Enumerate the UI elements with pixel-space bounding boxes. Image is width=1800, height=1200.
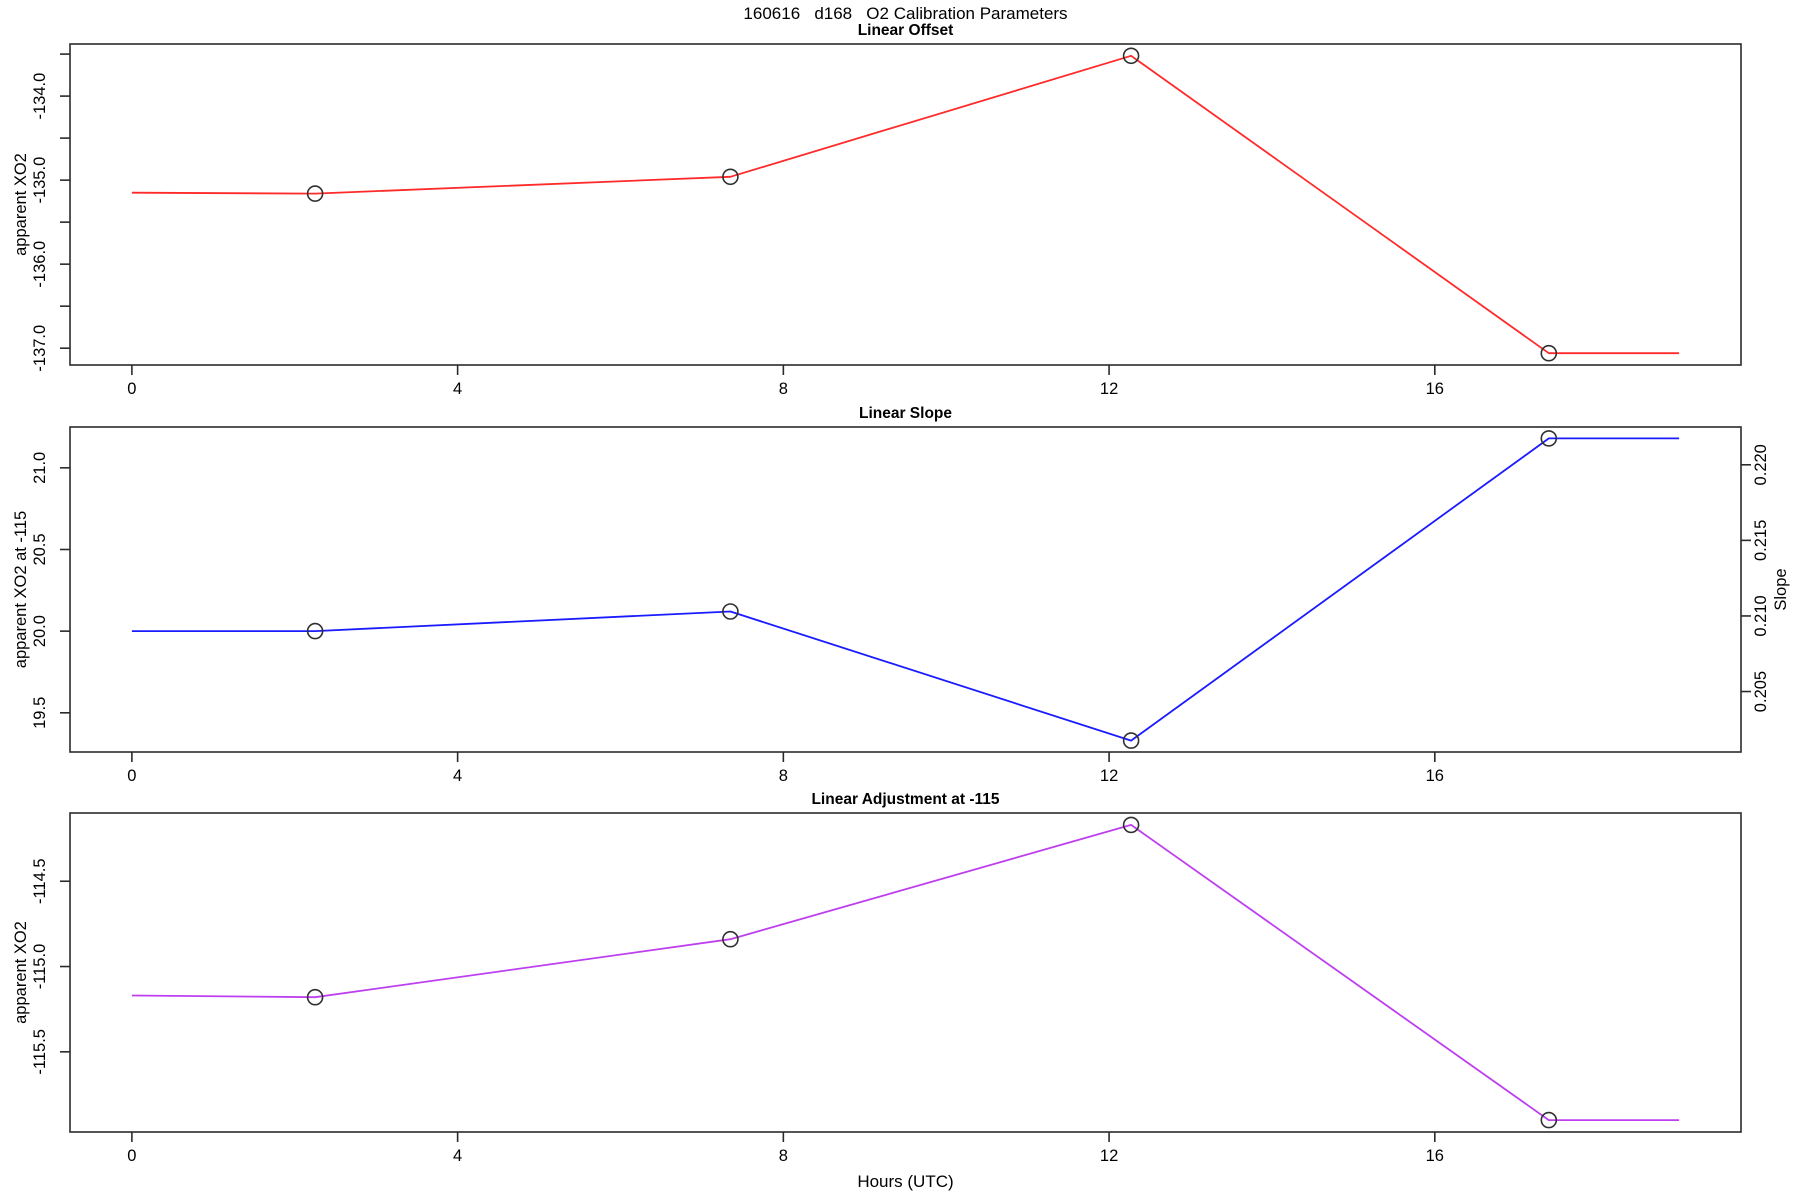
data-point-marker <box>722 603 739 620</box>
data-line <box>131 437 1680 742</box>
y-tick-label: 20.0 <box>31 615 49 647</box>
y-tick-label: 21.0 <box>31 452 49 484</box>
data-point-marker <box>722 930 739 948</box>
plot-box <box>69 426 1742 753</box>
x-tick-label: 4 <box>453 380 462 398</box>
right-y-tick-label: 0.220 <box>1752 444 1770 485</box>
right-y-tick-label: 0.215 <box>1752 520 1770 561</box>
data-point-marker <box>306 622 324 640</box>
x-tick-label: 16 <box>1426 767 1444 785</box>
x-tick-label: 8 <box>779 767 788 785</box>
y-tick-label: -115.0 <box>31 944 49 990</box>
y-axis-title: apparent XO2 <box>12 153 30 256</box>
y-tick-label: 20.5 <box>31 533 49 565</box>
x-tick-label: 4 <box>453 767 462 785</box>
right-axis-title: Slope <box>1772 568 1790 610</box>
y-axis-title: apparent XO2 <box>12 921 30 1024</box>
panel-title: Linear Adjustment at -115 <box>811 791 999 808</box>
data-point-marker <box>306 988 324 1006</box>
x-axis-title: Hours (UTC) <box>857 1172 954 1191</box>
x-tick-label: 12 <box>1100 767 1118 785</box>
data-line <box>131 824 1680 1121</box>
panel-title: Linear Slope <box>859 405 952 422</box>
y-axis-title: apparent XO2 at -115 <box>12 511 30 668</box>
data-point-marker <box>722 168 739 186</box>
x-tick-label: 12 <box>1100 380 1118 398</box>
x-tick-label: 0 <box>127 380 136 398</box>
x-tick-label: 12 <box>1100 1147 1118 1165</box>
x-tick-label: 8 <box>779 1147 788 1165</box>
plot-box <box>69 812 1742 1133</box>
right-y-tick-label: 0.205 <box>1752 671 1770 712</box>
x-tick-label: 16 <box>1426 1147 1444 1165</box>
x-tick-label: 16 <box>1426 380 1444 398</box>
x-tick-label: 0 <box>127 767 136 785</box>
x-tick-label: 8 <box>779 380 788 398</box>
y-tick-label: -134.0 <box>31 73 49 120</box>
data-point-marker <box>1122 816 1140 834</box>
right-y-tick-label: 0.210 <box>1752 595 1770 636</box>
y-tick-label: -135.0 <box>31 157 49 204</box>
x-tick-label: 4 <box>453 1147 462 1165</box>
x-tick-label: 0 <box>127 1147 136 1165</box>
y-tick-label: -115.5 <box>31 1029 49 1075</box>
data-line <box>131 54 1680 355</box>
data-point-marker <box>1122 732 1140 749</box>
y-tick-label: -137.0 <box>31 325 49 372</box>
chart-main-title: 160616 d168 O2 Calibration Parameters <box>743 4 1068 23</box>
data-point-marker <box>1540 1111 1558 1129</box>
y-tick-label: -136.0 <box>31 241 49 288</box>
panel-title: Linear Offset <box>858 22 954 39</box>
plot-box <box>69 43 1742 366</box>
data-point-marker <box>1540 344 1558 362</box>
y-tick-label: 19.5 <box>31 697 49 729</box>
data-point-marker <box>306 185 324 202</box>
data-point-marker <box>1122 47 1140 65</box>
y-tick-label: -114.5 <box>31 858 49 904</box>
data-point-marker <box>1540 430 1558 447</box>
